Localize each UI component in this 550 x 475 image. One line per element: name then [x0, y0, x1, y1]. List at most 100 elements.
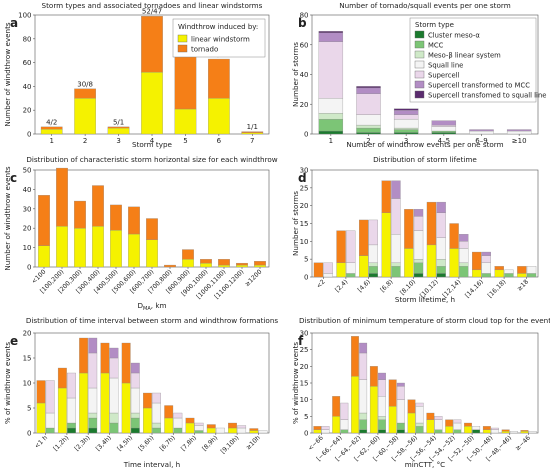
bar-right-sc_mcc — [459, 234, 469, 242]
bar-linear — [92, 226, 104, 268]
chart-title: Distribution of minimum temperature of s… — [299, 316, 550, 325]
bar-right-mcc — [434, 429, 443, 434]
bar-mcc — [431, 130, 457, 133]
bar-left-tornado — [494, 266, 504, 271]
bar-right-squall — [378, 396, 386, 417]
bar-linear — [110, 229, 122, 268]
bar-left-linear — [351, 376, 359, 434]
bar-right-mcc — [459, 266, 469, 278]
x-tick-label: [2,3h) — [73, 434, 91, 452]
bar-right-meso_a — [413, 273, 424, 278]
y-axis-label: Number of windthrow events — [3, 166, 12, 271]
bar-right-supercell — [459, 241, 469, 249]
bar-right-mcc — [359, 419, 368, 430]
bar-left-tornado — [79, 337, 89, 374]
bar-tornado — [241, 131, 264, 133]
bar-right-meso_a — [378, 429, 386, 434]
bar-right-mcc — [173, 427, 183, 434]
y-tick-label: 25 — [300, 346, 309, 354]
legend-swatch — [414, 60, 425, 69]
bar-right-squall — [481, 262, 491, 274]
bar-left-linear — [404, 248, 414, 278]
bar-right-meso_b — [109, 412, 119, 424]
bar-left-tornado — [449, 223, 459, 249]
bar-left-linear — [164, 417, 174, 434]
bar-data-label: 5/1 — [113, 118, 124, 126]
bar-tornado — [74, 88, 96, 99]
bar-right-meso_b — [378, 416, 386, 420]
y-tick-label: 80 — [300, 12, 309, 20]
bar-left-linear — [336, 262, 346, 278]
legend-swatch — [177, 34, 188, 43]
bar-data-label: 4/2 — [46, 118, 57, 126]
bar-linear — [141, 71, 163, 135]
bar-right-sc_mcc — [413, 209, 424, 217]
chart-title: Distribution of characteristic storm hor… — [26, 155, 277, 164]
bar-linear — [241, 132, 264, 135]
x-tick-label: ≥−46 — [514, 434, 532, 452]
y-tick-label: 0 — [304, 131, 308, 139]
bar-right-squall — [215, 427, 225, 434]
chart-title: Distribution of storm lifetime — [373, 155, 477, 164]
bar-linear — [128, 233, 140, 268]
bar-left-tornado — [426, 412, 435, 420]
bar-tornado — [40, 126, 63, 130]
x-tick-label: 2 — [83, 137, 87, 145]
x-tick-label: ≥10 — [512, 137, 527, 145]
bar-squall — [431, 126, 457, 132]
bar-left-linear — [464, 426, 472, 434]
bar-meso_a — [318, 130, 344, 135]
legend-label: Supercell transfomed to squall line — [428, 92, 546, 100]
bar-right-squall — [359, 379, 368, 414]
y-tick-label: 10 — [300, 238, 309, 246]
x-tick-label: <2 — [315, 278, 326, 289]
x-axis-label: Number of windthrow events per one storm — [346, 140, 503, 149]
bar-left-linear — [388, 406, 397, 434]
x-tick-label: 5 — [183, 137, 187, 145]
bar-right-meso_b — [368, 262, 378, 267]
bar-right-squall — [173, 417, 183, 429]
bar-right-meso_a — [359, 429, 368, 434]
bar-left-tornado — [388, 379, 397, 407]
bar-right-squall — [504, 269, 514, 274]
bar-tornado — [56, 167, 68, 227]
x-axis-label: Storm lifetime, h — [395, 295, 455, 304]
chart-title: Distribution of time interval between st… — [26, 316, 279, 325]
bar-linear — [200, 262, 212, 268]
bar-right-mcc — [396, 422, 405, 430]
bar-left-tornado — [57, 367, 67, 389]
bar-right-mcc — [109, 422, 119, 434]
bar-right-mcc — [415, 426, 424, 434]
bar-supercell — [356, 93, 381, 115]
y-tick-label: 100 — [18, 12, 31, 20]
bar-linear — [182, 259, 194, 268]
legend-swatch — [414, 80, 425, 89]
legend-swatch — [414, 50, 425, 59]
bar-left-tornado — [359, 219, 369, 256]
bar-right-supercell — [323, 262, 333, 274]
bar-left-tornado — [185, 417, 195, 424]
bar-right-meso_b — [130, 412, 140, 419]
bar-right-squall — [472, 426, 481, 430]
bar-right-supercell — [67, 372, 76, 399]
bar-tornado — [218, 259, 230, 266]
bar-right-meso_b — [359, 412, 368, 420]
y-tick-label: 5 — [304, 256, 308, 264]
bar-linear — [218, 264, 230, 268]
legend-swatch — [414, 70, 425, 79]
bar-right-squall — [45, 412, 55, 429]
panel-f: Distribution of minimum temperature of s… — [291, 316, 550, 469]
y-tick-label: 20 — [300, 202, 309, 210]
bar-right-supercell — [491, 427, 499, 430]
bar-right-mcc — [194, 430, 204, 434]
bar-right-mcc — [413, 262, 424, 274]
bar-right-supercell — [237, 425, 247, 429]
bar-right-supercell — [453, 419, 462, 424]
bar-left-tornado — [426, 201, 437, 246]
x-tick-label: 1 — [329, 137, 333, 145]
y-tick-label: 15 — [300, 380, 309, 388]
bar-right-squall — [67, 397, 76, 424]
bar-left-linear — [369, 386, 378, 434]
bar-left-linear — [228, 427, 237, 434]
bar-right-meso_b — [436, 259, 446, 267]
